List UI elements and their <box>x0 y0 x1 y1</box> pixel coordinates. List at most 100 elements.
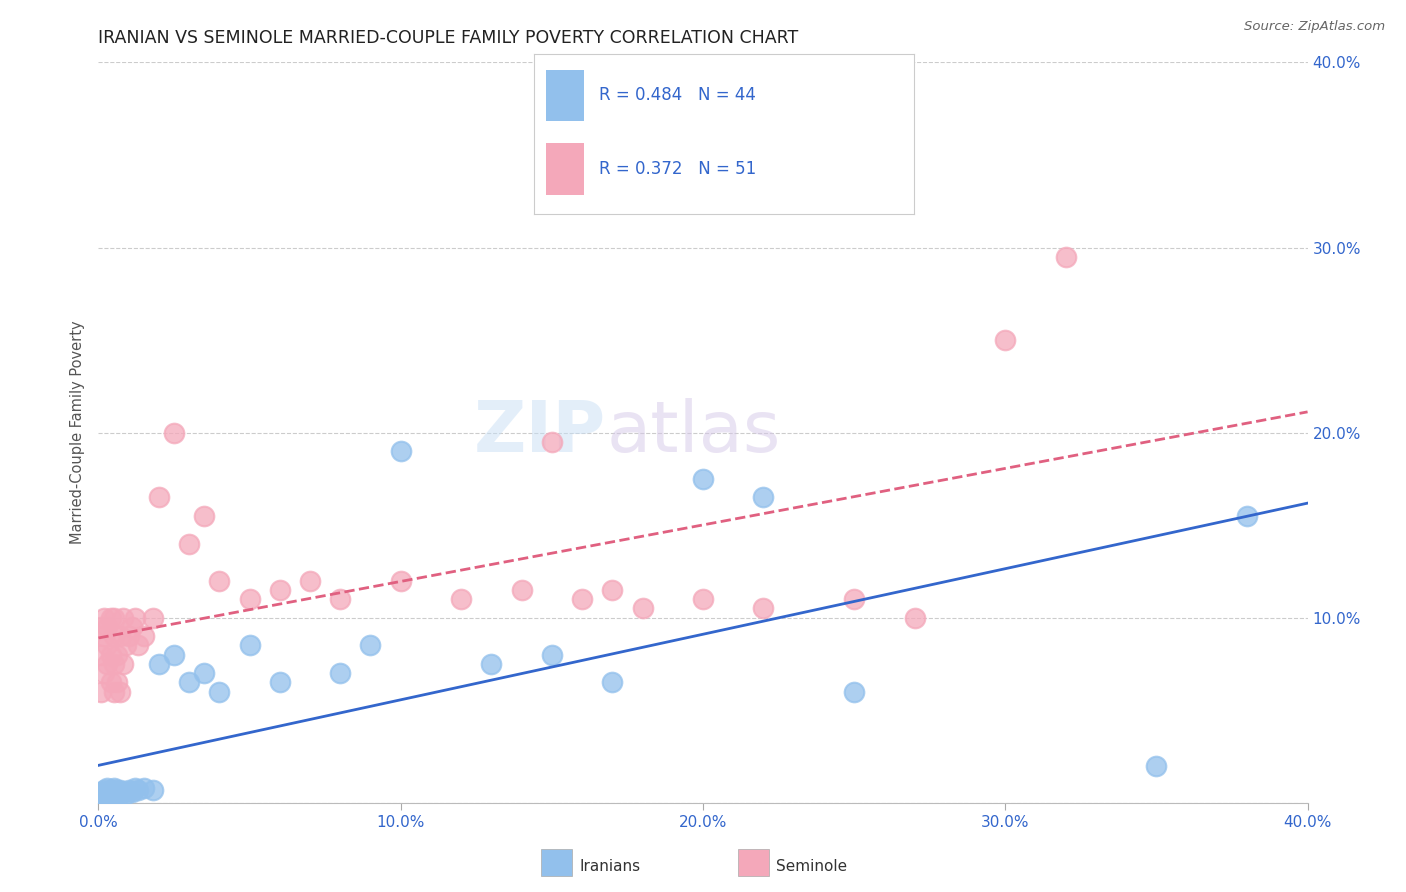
Point <box>111 610 134 624</box>
Point <box>904 610 927 624</box>
Point <box>132 780 155 795</box>
Point <box>124 780 146 795</box>
Point <box>239 639 262 653</box>
Point <box>121 785 143 799</box>
Point <box>179 536 201 550</box>
Text: ZIP: ZIP <box>474 398 606 467</box>
Point <box>103 780 125 795</box>
Point <box>329 666 352 681</box>
Point <box>994 333 1017 347</box>
Point <box>208 574 231 588</box>
Point <box>108 782 131 797</box>
Point <box>132 629 155 643</box>
Point <box>631 601 654 615</box>
Point <box>142 610 165 624</box>
Point <box>111 657 134 671</box>
Point <box>100 675 122 690</box>
Point <box>121 620 143 634</box>
Point <box>329 592 352 607</box>
Point <box>93 782 115 797</box>
Point <box>389 444 412 458</box>
Point <box>148 657 170 671</box>
Point <box>96 620 118 634</box>
Bar <box>546 70 583 121</box>
Point <box>450 592 472 607</box>
Point <box>96 657 118 671</box>
Point <box>105 648 128 662</box>
Point <box>127 639 149 653</box>
Point <box>1054 250 1077 264</box>
Point <box>602 582 624 597</box>
Point <box>105 675 128 690</box>
Point <box>96 790 118 805</box>
Point <box>208 685 231 699</box>
Point <box>1236 508 1258 523</box>
Text: Iranians: Iranians <box>579 859 640 873</box>
Point <box>163 425 186 440</box>
Point <box>90 620 112 634</box>
Point <box>389 574 412 588</box>
Point <box>193 508 215 523</box>
Point <box>124 610 146 624</box>
Point <box>540 434 562 449</box>
Point <box>90 785 112 799</box>
Point <box>148 491 170 505</box>
Text: Seminole: Seminole <box>776 859 848 873</box>
Point <box>96 780 118 795</box>
Point <box>163 648 186 662</box>
Point <box>118 782 141 797</box>
Point <box>360 639 382 653</box>
Point <box>1144 758 1167 772</box>
Point <box>103 790 125 805</box>
Point <box>103 657 125 671</box>
Point <box>100 782 122 797</box>
Point <box>93 789 115 803</box>
Point <box>111 785 134 799</box>
Point <box>103 685 125 699</box>
Point <box>127 782 149 797</box>
Point <box>100 610 122 624</box>
Point <box>179 675 201 690</box>
Point <box>269 675 291 690</box>
Point <box>269 582 291 597</box>
Point <box>108 789 131 803</box>
Text: R = 0.484   N = 44: R = 0.484 N = 44 <box>599 87 755 104</box>
Text: R = 0.372   N = 51: R = 0.372 N = 51 <box>599 161 756 178</box>
Text: atlas: atlas <box>606 398 780 467</box>
Point <box>844 592 866 607</box>
Point <box>103 610 125 624</box>
Point <box>93 610 115 624</box>
Point <box>692 592 714 607</box>
Text: Source: ZipAtlas.com: Source: ZipAtlas.com <box>1244 20 1385 33</box>
Point <box>100 787 122 801</box>
Point <box>108 629 131 643</box>
Point <box>93 787 115 801</box>
Point <box>90 685 112 699</box>
Point <box>752 601 775 615</box>
Point <box>193 666 215 681</box>
Point <box>103 629 125 643</box>
Point <box>299 574 322 588</box>
Point <box>602 675 624 690</box>
Point <box>93 629 115 643</box>
Point <box>118 629 141 643</box>
Point <box>105 787 128 801</box>
Point <box>103 785 125 799</box>
Point <box>844 685 866 699</box>
Point <box>100 789 122 803</box>
Point <box>692 472 714 486</box>
Point <box>239 592 262 607</box>
Point <box>114 787 136 801</box>
Point <box>481 657 503 671</box>
Point <box>540 648 562 662</box>
Point <box>96 785 118 799</box>
Point <box>100 648 122 662</box>
Point <box>114 639 136 653</box>
Point <box>90 790 112 805</box>
Point <box>108 685 131 699</box>
Point <box>571 592 593 607</box>
Point <box>96 639 118 653</box>
Point <box>510 582 533 597</box>
Text: IRANIAN VS SEMINOLE MARRIED-COUPLE FAMILY POVERTY CORRELATION CHART: IRANIAN VS SEMINOLE MARRIED-COUPLE FAMIL… <box>98 29 799 47</box>
Point <box>105 782 128 797</box>
